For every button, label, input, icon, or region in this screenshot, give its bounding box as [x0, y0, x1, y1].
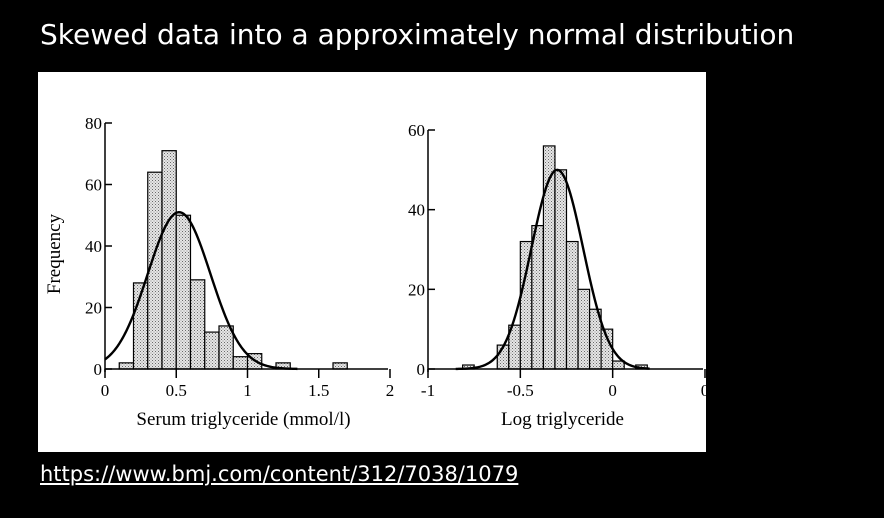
- chart-serum-triglyceride: 0 20 40 60 80 0 0.5 1 1.5 2 Serum triglyceride (mm…: [44, 114, 394, 430]
- histogram-bar: [577, 288, 591, 370]
- y-tick-label: 20: [85, 299, 102, 318]
- y-tick-label: 20: [408, 280, 425, 299]
- histogram-bar: [232, 356, 249, 370]
- x-tick-label: 2: [386, 381, 395, 400]
- histogram-bar: [565, 240, 579, 370]
- histogram-bar: [519, 240, 533, 370]
- figure-panel: 0 20 40 60 80 0 0.5 1 1.5 2 Serum triglyceride (mm…: [38, 72, 706, 452]
- x-tick-label: 1: [243, 381, 252, 400]
- chart-log-triglyceride: 0 20 40 60 -1 -0.5 0 0 Log triglyceride: [408, 121, 706, 430]
- histogram-bar: [531, 225, 545, 370]
- histogram-bar: [161, 150, 177, 370]
- x-tick-label: 0.5: [166, 381, 187, 400]
- x-tick-label: 0: [101, 381, 110, 400]
- x-axis-label: Log triglyceride: [501, 409, 624, 430]
- histogram-bar: [554, 169, 568, 370]
- y-tick-label: 40: [408, 201, 425, 220]
- normal-fit-curve: [104, 210, 298, 371]
- x-tick-label: 1.5: [308, 381, 329, 400]
- slide-title: Skewed data into a approximately normal …: [40, 18, 795, 51]
- histogram-bar: [118, 362, 135, 370]
- x-tick-label: 0: [608, 381, 617, 400]
- x-tick-label: -1: [421, 381, 435, 400]
- normal-fit-curve: [455, 168, 650, 371]
- histogram-figure: 0 20 40 60 80 0 0.5 1 1.5 2 Serum triglyceride (mm…: [44, 114, 706, 430]
- histogram-bar: [189, 279, 206, 370]
- histogram-bar: [204, 331, 220, 370]
- source-link[interactable]: https://www.bmj.com/content/312/7038/107…: [40, 462, 519, 486]
- x-axis-label: Serum triglyceride (mmol/l): [136, 409, 350, 430]
- y-tick-label: 0: [94, 360, 103, 379]
- histogram-bar: [175, 214, 192, 370]
- histogram-bar: [218, 325, 234, 370]
- y-tick-label: 0: [417, 360, 426, 379]
- y-axis-label: Frequency: [44, 213, 65, 294]
- y-tick-label: 40: [85, 237, 102, 256]
- x-tick-label: 0: [701, 381, 706, 400]
- y-tick-label: 60: [408, 121, 425, 140]
- y-tick-label: 80: [85, 114, 102, 133]
- y-tick-label: 60: [85, 176, 102, 195]
- x-tick-label: -0.5: [507, 381, 534, 400]
- histogram-bar: [332, 362, 348, 370]
